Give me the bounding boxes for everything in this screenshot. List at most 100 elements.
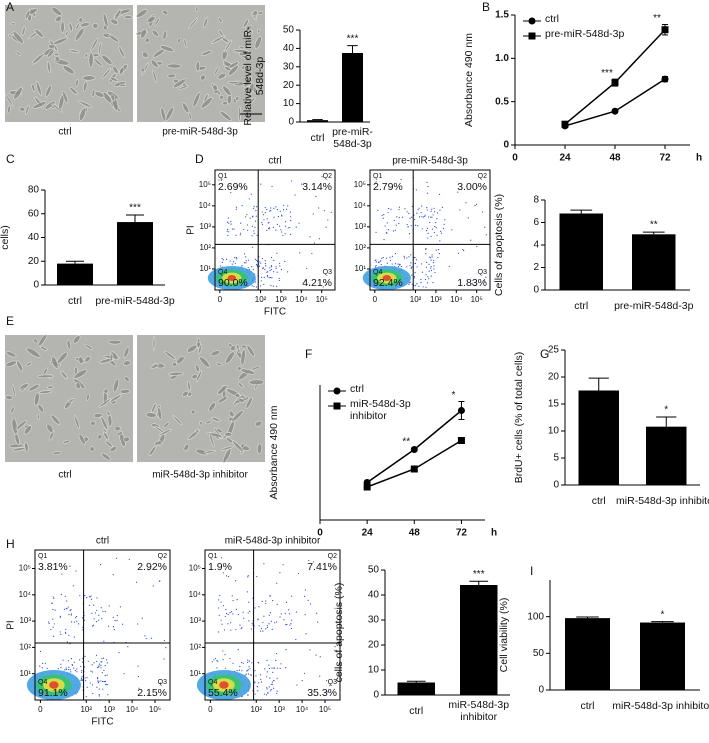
- y-tick-label: 40: [368, 590, 380, 601]
- event-dot: [137, 665, 139, 667]
- event-dot: [245, 262, 247, 264]
- quadrant-value: 2.92%: [137, 561, 167, 573]
- cell-texture: [90, 37, 99, 51]
- y-tick-label: 10: [283, 98, 295, 109]
- event-dot: [266, 688, 268, 690]
- event-dot: [253, 285, 255, 288]
- label-group: BrdU+ cells (% of total cells): [0, 225, 11, 250]
- cell-texture: [163, 421, 170, 429]
- cell-texture: [102, 91, 113, 104]
- cell-texture: [97, 434, 103, 440]
- cell-texture: [237, 382, 244, 388]
- event-dot: [418, 285, 420, 288]
- plot-title: ctrl: [96, 536, 109, 547]
- x-tick-label: 10²: [255, 295, 267, 304]
- event-dot: [439, 209, 441, 211]
- event-dot: [427, 276, 429, 278]
- event-dot: [393, 219, 395, 221]
- event-dot: [222, 659, 224, 661]
- event-dot: [254, 258, 257, 260]
- event-dot: [235, 208, 237, 210]
- event-dot: [290, 595, 293, 597]
- y-tick-label: 10²: [199, 243, 211, 252]
- cell-texture: [25, 361, 33, 367]
- quadrant-name: Q3: [323, 269, 332, 276]
- event-dot: [259, 630, 262, 632]
- event-dot: [98, 663, 101, 665]
- cell-texture: [11, 384, 16, 396]
- event-dot: [98, 619, 100, 621]
- cell-texture: [51, 103, 64, 113]
- event-dot: [138, 687, 140, 689]
- panel-label: I: [530, 564, 533, 578]
- cell-texture: [20, 387, 26, 392]
- event-dot: [74, 617, 77, 619]
- event-dot: [254, 693, 256, 695]
- event-dot: [263, 563, 265, 565]
- event-dot: [416, 266, 418, 268]
- label-box: ctrl: [574, 300, 588, 312]
- event-dot: [264, 260, 266, 262]
- event-dot: [283, 204, 285, 206]
- event-dot: [485, 234, 487, 236]
- event-dot: [418, 207, 420, 209]
- significance: ***: [473, 569, 485, 580]
- cell-texture: [74, 27, 85, 41]
- event-dot: [66, 600, 68, 602]
- quadrant-name: Q4: [373, 269, 382, 276]
- event-dot: [420, 278, 422, 281]
- event-dot: [275, 229, 277, 231]
- event-dot: [246, 224, 249, 226]
- cell-texture: [109, 76, 119, 82]
- event-dot: [406, 211, 408, 213]
- event-dot: [241, 626, 243, 629]
- event-dot: [147, 693, 149, 695]
- event-dot: [46, 667, 48, 669]
- cell-texture: [173, 78, 179, 84]
- event-dot: [282, 234, 284, 237]
- event-dot: [305, 633, 307, 635]
- event-dot: [270, 209, 272, 212]
- y-tick-label: 0: [288, 117, 294, 128]
- event-dot: [409, 217, 411, 219]
- event-dot: [386, 262, 388, 264]
- y-axis-label: cells of apoptosis (%): [333, 582, 346, 683]
- y-axis-label: Absorbance 490 nm: [268, 405, 281, 500]
- cell-texture: [60, 20, 65, 34]
- event-dot: [426, 192, 429, 194]
- event-dot: [104, 674, 106, 677]
- event-dot: [261, 221, 263, 224]
- event-dot: [103, 640, 105, 642]
- label-box: ctrl: [68, 295, 82, 307]
- event-dot: [285, 225, 287, 227]
- event-dot: [430, 269, 433, 272]
- event-dot: [256, 685, 259, 688]
- event-dot: [257, 690, 259, 692]
- image-caption: miR-548d-3p inhibitor: [152, 470, 248, 481]
- event-dot: [275, 268, 277, 270]
- event-dot: [395, 224, 397, 226]
- event-dot: [434, 271, 436, 274]
- cell-texture: [88, 52, 94, 68]
- event-dot: [265, 602, 267, 605]
- event-dot: [430, 259, 432, 261]
- event-dot: [444, 219, 446, 221]
- event-dot: [401, 216, 404, 218]
- cell-texture: [38, 390, 52, 394]
- cell-texture: [68, 398, 76, 403]
- event-dot: [230, 629, 232, 631]
- x-tick-label: 0: [38, 705, 43, 714]
- event-dot: [305, 280, 307, 282]
- event-dot: [81, 679, 83, 681]
- event-dot: [408, 233, 411, 235]
- event-dot: [440, 230, 442, 232]
- event-dot: [247, 612, 249, 614]
- event-dot: [374, 182, 376, 184]
- y-tick-label: 8: [533, 195, 539, 206]
- event-dot: [90, 670, 92, 672]
- event-dot: [406, 266, 408, 268]
- event-dot: [426, 261, 428, 263]
- cell-texture: [78, 17, 83, 23]
- event-dot: [250, 674, 252, 676]
- event-dot: [102, 688, 104, 690]
